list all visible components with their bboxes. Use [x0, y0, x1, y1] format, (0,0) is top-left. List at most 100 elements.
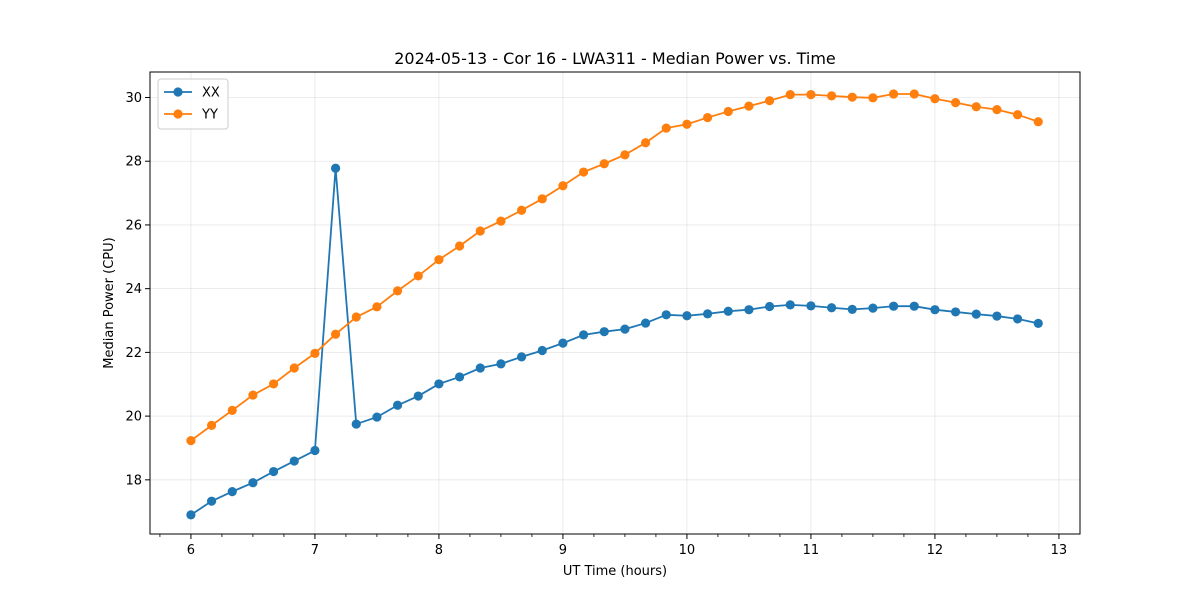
data-point-xx	[537, 345, 547, 356]
data-point-yy	[392, 286, 403, 296]
y-axis-label: Median Power (CPU)	[102, 237, 117, 368]
x-tick-label: 12	[927, 543, 944, 558]
y-axis: 18 20 22 24 26 28 30	[125, 91, 150, 488]
data-point-yy	[206, 420, 217, 430]
data-point-xx	[454, 372, 465, 382]
data-point-xx	[909, 301, 919, 311]
data-point-yy	[558, 181, 568, 191]
data-point-yy	[930, 94, 940, 104]
data-point-xx	[661, 310, 671, 320]
data-point-yy	[950, 97, 961, 108]
data-point-yy	[826, 91, 837, 101]
data-point-yy	[496, 216, 506, 226]
y-tick-label: 20	[125, 410, 142, 425]
data-point-xx	[475, 363, 485, 373]
data-point-xx	[186, 510, 196, 520]
y-tick-label: 26	[125, 218, 142, 233]
x-axis-label: UT Time (hours)	[563, 564, 667, 579]
data-point-yy	[847, 92, 857, 102]
data-point-xx	[227, 487, 237, 497]
x-tick-label: 11	[803, 543, 820, 558]
x-axis: 6 7 8 9 10 11 12 13	[159, 534, 1068, 558]
data-point-xx	[847, 304, 857, 314]
y-tick-label: 30	[125, 91, 142, 106]
data-point-xx	[806, 301, 816, 311]
data-point-yy	[599, 159, 609, 169]
data-point-xx	[599, 327, 609, 337]
data-point-xx	[310, 445, 320, 456]
data-point-yy	[372, 302, 382, 312]
data-point-yy	[1033, 117, 1043, 127]
x-tick-label: 13	[1051, 543, 1068, 558]
data-point-yy	[248, 390, 258, 400]
data-point-xx	[578, 330, 589, 340]
series-layer	[186, 89, 1043, 520]
data-point-xx	[620, 324, 630, 334]
data-point-yy	[661, 123, 671, 133]
data-point-yy	[1012, 110, 1023, 120]
x-tick-label: 10	[679, 543, 696, 558]
y-tick-label: 28	[125, 155, 142, 170]
data-point-yy	[578, 167, 589, 177]
y-tick-label: 24	[125, 282, 142, 297]
data-point-yy	[888, 89, 899, 99]
data-point-yy	[310, 348, 320, 358]
legend-marker-xx	[173, 87, 183, 97]
data-point-xx	[992, 311, 1002, 321]
data-point-yy	[413, 271, 423, 281]
data-point-xx	[496, 359, 506, 369]
data-point-yy	[909, 89, 919, 99]
data-point-xx	[516, 352, 527, 362]
plot-frame	[149, 71, 1081, 535]
data-point-xx	[682, 311, 692, 321]
legend: XX YY	[157, 78, 229, 130]
data-point-yy	[971, 102, 981, 112]
data-point-yy	[268, 379, 279, 389]
data-point-yy	[475, 226, 485, 236]
data-point-xx	[434, 379, 444, 389]
data-point-yy	[186, 436, 196, 446]
x-tick-label: 8	[435, 543, 443, 558]
data-point-xx	[1033, 318, 1043, 328]
y-tick-label: 18	[125, 473, 142, 488]
data-point-xx	[950, 307, 961, 317]
data-point-xx	[640, 318, 651, 328]
data-point-xx	[930, 305, 940, 315]
y-tick-label: 22	[125, 346, 142, 361]
data-point-yy	[723, 106, 733, 117]
data-point-xx	[206, 496, 217, 506]
data-point-xx	[888, 301, 899, 311]
data-point-yy	[785, 90, 795, 100]
data-point-xx	[268, 466, 279, 477]
data-point-xx	[248, 478, 258, 488]
legend-label-yy: YY	[201, 108, 218, 123]
data-point-yy	[764, 96, 775, 106]
data-point-xx	[392, 400, 403, 410]
data-point-yy	[806, 90, 816, 100]
data-point-yy	[702, 112, 713, 123]
grid	[150, 72, 1080, 534]
data-point-xx	[413, 391, 423, 401]
x-tick-label: 9	[559, 543, 567, 558]
data-point-xx	[351, 419, 361, 429]
data-point-xx	[372, 412, 382, 422]
data-point-xx	[558, 338, 568, 348]
data-point-xx	[971, 309, 981, 319]
data-point-xx	[826, 303, 837, 313]
data-point-xx	[1012, 314, 1023, 324]
data-point-yy	[454, 241, 465, 251]
data-point-yy	[744, 101, 754, 111]
data-point-xx	[702, 309, 713, 319]
x-tick-label: 7	[311, 543, 319, 558]
data-point-yy	[992, 105, 1002, 115]
chart-title: 2024-05-13 - Cor 16 - LWA311 - Median Po…	[394, 49, 836, 68]
data-point-xx	[785, 300, 795, 310]
data-point-xx	[764, 301, 775, 312]
data-point-yy	[434, 255, 444, 265]
data-point-yy	[330, 329, 341, 339]
data-point-xx	[330, 163, 341, 173]
data-point-yy	[537, 194, 547, 204]
data-point-yy	[682, 119, 692, 129]
data-point-yy	[640, 138, 651, 148]
